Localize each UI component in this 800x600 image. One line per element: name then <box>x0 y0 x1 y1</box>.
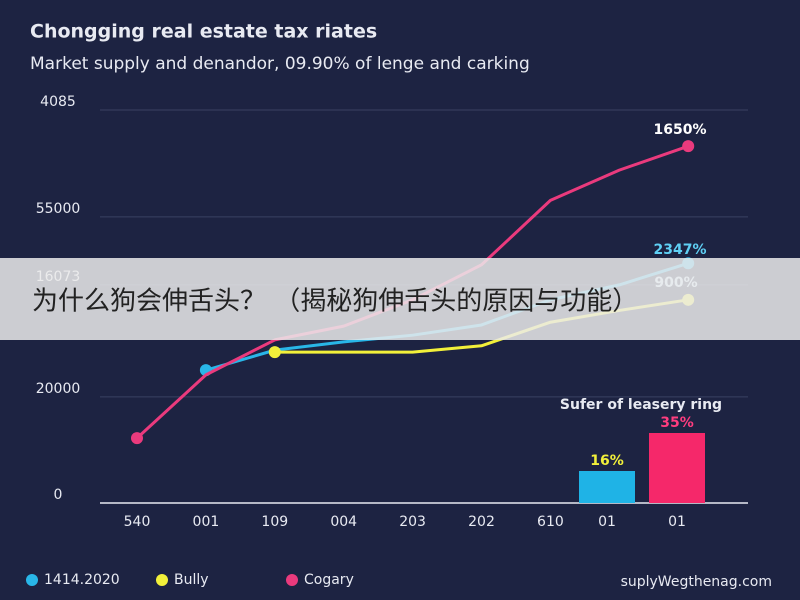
banner-band <box>0 258 800 340</box>
x-tick-label: 203 <box>399 514 426 530</box>
series-point <box>131 432 143 445</box>
chart-title: Chongging real estate tax riates <box>30 21 377 43</box>
legend-label: Bully <box>174 572 209 588</box>
footer: suplyWegthenag.com <box>621 574 772 590</box>
x-tick-label: 01 <box>668 514 686 530</box>
bar <box>649 433 705 503</box>
chart-subtitle: Market supply and denandor, 09.90% of le… <box>30 54 530 74</box>
y-tick-label: 55000 <box>36 201 81 217</box>
bar-chart-title: Sufer of leasery ring <box>560 397 722 413</box>
series-point <box>682 140 695 153</box>
legend-marker <box>156 574 168 586</box>
legend-marker <box>26 574 38 586</box>
bar-value-label: 16% <box>590 453 624 469</box>
y-tick-label: 20000 <box>36 381 81 397</box>
bar-value-label: 35% <box>660 415 694 431</box>
x-tick-label: 202 <box>468 514 495 530</box>
annotation: 2347% <box>654 242 707 258</box>
x-tick-label: 610 <box>537 514 564 530</box>
legend-label: 1414.2020 <box>44 572 120 588</box>
y-tick-label: 4085 <box>40 94 76 110</box>
x-tick-label: 001 <box>193 514 220 530</box>
x-tick-label: 540 <box>124 514 151 530</box>
x-tick-label: 01 <box>598 514 616 530</box>
x-tick-label: 004 <box>330 514 357 530</box>
x-tick-label: 109 <box>261 514 288 530</box>
bar <box>579 471 635 503</box>
legend-marker <box>286 574 298 586</box>
y-tick-label: 0 <box>54 487 63 503</box>
legend-label: Cogary <box>304 572 354 588</box>
series-point <box>268 346 281 359</box>
banner-text: 为什么狗会伸舌头？ （揭秘狗伸舌头的原因与功能） <box>32 287 638 317</box>
annotation: 1650% <box>654 122 707 138</box>
